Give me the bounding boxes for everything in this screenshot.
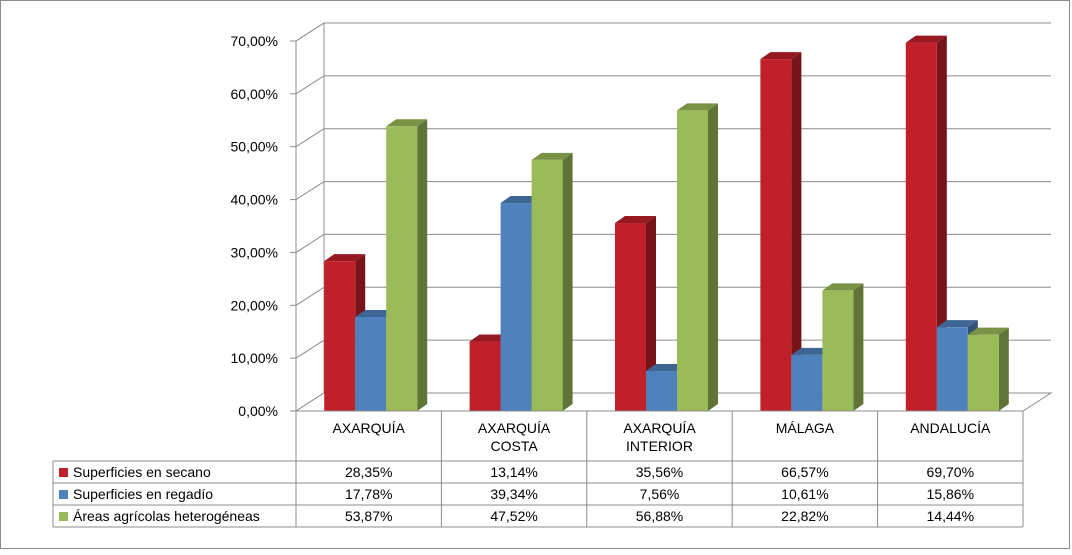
bar	[386, 119, 428, 411]
bar-top	[386, 119, 428, 127]
bar-side	[708, 103, 718, 411]
bar-front	[531, 159, 563, 411]
legend-swatch	[59, 468, 68, 477]
bar-side	[936, 35, 947, 411]
gridline-side	[295, 339, 325, 359]
bar-top	[760, 52, 802, 60]
bar-front	[646, 371, 677, 411]
data-label: 69,70%	[927, 464, 974, 480]
data-label: 10,61%	[781, 486, 828, 502]
data-label: 7,56%	[640, 486, 680, 502]
bar-top	[324, 254, 366, 262]
bar	[760, 52, 802, 411]
data-label: 13,14%	[490, 464, 537, 480]
bar-top	[677, 103, 718, 111]
legend-label: Superficies en regadío	[73, 486, 213, 502]
bar	[905, 35, 947, 411]
category-label: AXARQUÍA	[333, 420, 406, 436]
y-tick-label: 0,00%	[238, 403, 278, 419]
gridline-side	[295, 22, 325, 42]
bar-front	[677, 110, 708, 411]
gridline-side	[295, 128, 325, 148]
bar-front	[324, 261, 356, 411]
category-label: AXARQUÍA	[623, 420, 696, 436]
bar-top	[500, 196, 542, 204]
bar-front	[500, 203, 532, 411]
legend-swatch	[59, 512, 68, 521]
bar	[822, 283, 864, 411]
data-label: 53,87%	[345, 508, 392, 524]
bar-top	[646, 364, 687, 372]
legend-swatch	[59, 490, 68, 499]
legend-label: Superficies en secano	[73, 464, 211, 480]
y-tick-label: 10,00%	[231, 350, 278, 366]
bar-side	[998, 327, 1009, 411]
gridline-side	[295, 234, 325, 253]
bar-side	[562, 152, 573, 411]
bar-top	[615, 216, 656, 224]
bar-front	[936, 327, 968, 411]
data-label: 35,56%	[636, 464, 683, 480]
category-label: ANDALUCÍA	[910, 420, 991, 436]
data-label: 47,52%	[490, 508, 537, 524]
gridline-side	[295, 286, 325, 306]
bar-front	[469, 341, 501, 411]
y-tick-label: 60,00%	[231, 86, 278, 102]
bar-front	[967, 334, 999, 411]
bar-front	[791, 354, 823, 411]
bar-top	[936, 320, 978, 328]
category-label: INTERIOR	[626, 438, 693, 454]
category-label: MÁLAGA	[776, 420, 835, 436]
data-label: 39,34%	[490, 486, 537, 502]
data-label: 66,57%	[781, 464, 828, 480]
bar-top	[355, 310, 397, 318]
data-label: 17,78%	[345, 486, 392, 502]
bar	[531, 152, 573, 411]
bar-top	[469, 334, 511, 342]
bar-top	[967, 327, 1009, 335]
data-label: 15,86%	[927, 486, 974, 502]
bar	[967, 327, 1009, 411]
category-label: AXARQUÍA	[478, 420, 551, 436]
bar-top	[531, 152, 573, 160]
data-label: 56,88%	[636, 508, 683, 524]
bar	[615, 216, 656, 411]
legend-label: Áreas agrícolas heterogéneas	[73, 508, 260, 524]
data-label: 22,82%	[781, 508, 828, 524]
gridline-side	[295, 181, 325, 200]
bar-top	[791, 347, 833, 355]
bar-side	[853, 283, 864, 411]
bar-front	[386, 126, 418, 411]
bar	[791, 347, 833, 411]
bar-side	[791, 52, 802, 411]
y-tick-label: 40,00%	[231, 192, 278, 208]
side-wall	[295, 22, 325, 412]
y-tick-label: 30,00%	[231, 244, 278, 260]
y-tick-label: 20,00%	[231, 297, 278, 313]
data-label: 28,35%	[345, 464, 392, 480]
gridline-side	[295, 75, 325, 95]
bar-front	[760, 59, 792, 411]
y-tick-label: 70,00%	[231, 33, 278, 49]
y-tick-label: 50,00%	[231, 139, 278, 155]
bar	[677, 103, 718, 411]
data-label: 14,44%	[927, 508, 974, 524]
bar-top	[905, 35, 947, 43]
bar-side	[646, 216, 656, 411]
category-label: COSTA	[490, 438, 538, 454]
bar-front	[905, 42, 937, 411]
bar-top	[822, 283, 864, 291]
bar-side	[417, 119, 428, 411]
bar-front	[822, 290, 854, 411]
bar-front	[355, 317, 387, 411]
bar-front	[615, 223, 646, 411]
